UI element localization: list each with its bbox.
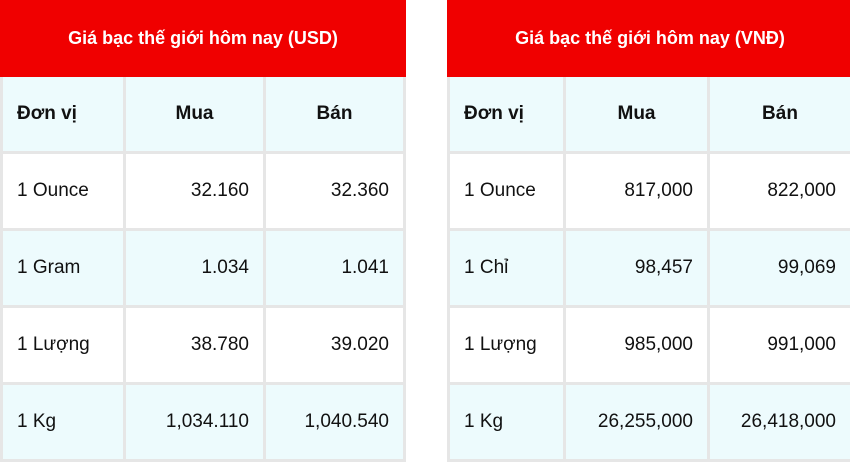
silver-price-table-usd: Giá bạc thế giới hôm nay (USD) Đơn vị Mu… — [0, 0, 406, 462]
buy-price-cell: 26,255,000 — [565, 384, 709, 461]
table-row: 1 Kg 1,034.110 1,040.540 — [2, 384, 405, 461]
column-header-unit: Đơn vị — [2, 76, 125, 153]
table-row: 1 Lượng 985,000 991,000 — [449, 307, 850, 384]
unit-cell: 1 Kg — [449, 384, 565, 461]
sell-price-cell: 1,040.540 — [265, 384, 405, 461]
silver-price-table-vnd: Giá bạc thế giới hôm nay (VNĐ) Đơn vị Mu… — [447, 0, 850, 462]
unit-cell: 1 Gram — [2, 230, 125, 307]
table-row: 1 Gram 1.034 1.041 — [2, 230, 405, 307]
unit-cell: 1 Ounce — [2, 153, 125, 230]
sell-price-cell: 26,418,000 — [709, 384, 850, 461]
buy-price-cell: 817,000 — [565, 153, 709, 230]
column-header-buy: Mua — [125, 76, 265, 153]
sell-price-cell: 991,000 — [709, 307, 850, 384]
buy-price-cell: 38.780 — [125, 307, 265, 384]
sell-price-cell: 39.020 — [265, 307, 405, 384]
unit-cell: 1 Lượng — [2, 307, 125, 384]
buy-price-cell: 1,034.110 — [125, 384, 265, 461]
buy-price-cell: 32.160 — [125, 153, 265, 230]
table-row: 1 Ounce 817,000 822,000 — [449, 153, 850, 230]
buy-price-cell: 985,000 — [565, 307, 709, 384]
buy-price-cell: 1.034 — [125, 230, 265, 307]
table-row: 1 Chỉ 98,457 99,069 — [449, 230, 850, 307]
sell-price-cell: 1.041 — [265, 230, 405, 307]
unit-cell: 1 Ounce — [449, 153, 565, 230]
column-header-unit: Đơn vị — [449, 76, 565, 153]
unit-cell: 1 Chỉ — [449, 230, 565, 307]
column-header-buy: Mua — [565, 76, 709, 153]
unit-cell: 1 Lượng — [449, 307, 565, 384]
sell-price-cell: 822,000 — [709, 153, 850, 230]
table-title: Giá bạc thế giới hôm nay (VNĐ) — [449, 2, 850, 76]
table-title: Giá bạc thế giới hôm nay (USD) — [2, 2, 405, 76]
column-header-sell: Bán — [265, 76, 405, 153]
sell-price-cell: 99,069 — [709, 230, 850, 307]
unit-cell: 1 Kg — [2, 384, 125, 461]
table-row: 1 Lượng 38.780 39.020 — [2, 307, 405, 384]
column-header-sell: Bán — [709, 76, 850, 153]
sell-price-cell: 32.360 — [265, 153, 405, 230]
buy-price-cell: 98,457 — [565, 230, 709, 307]
table-row: 1 Kg 26,255,000 26,418,000 — [449, 384, 850, 461]
table-row: 1 Ounce 32.160 32.360 — [2, 153, 405, 230]
